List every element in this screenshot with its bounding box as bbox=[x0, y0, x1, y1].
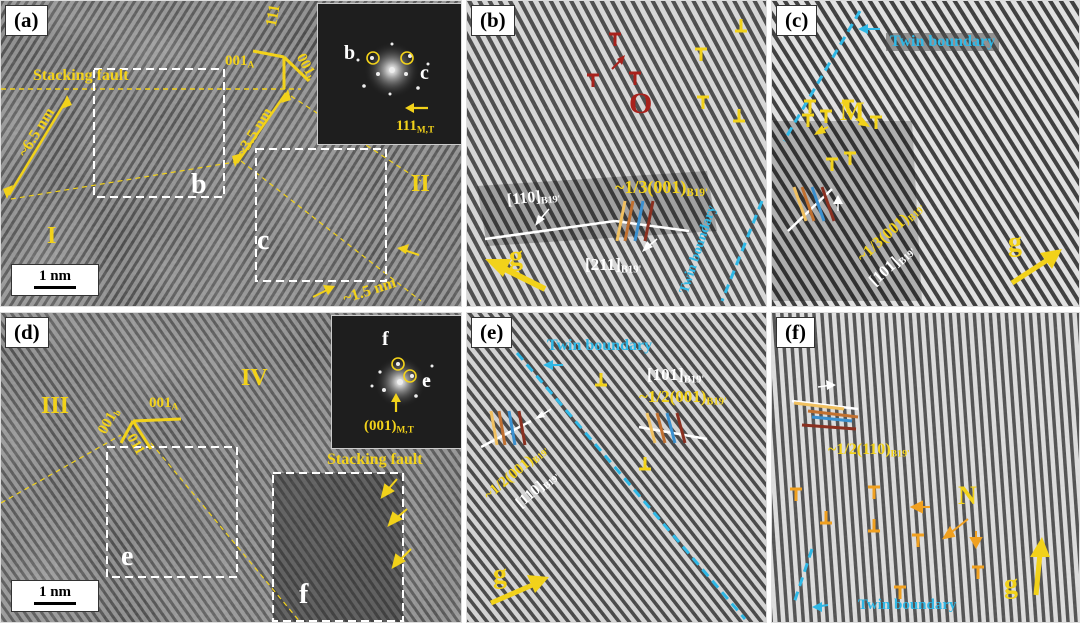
region-n-arrows bbox=[909, 500, 983, 550]
region-4-label: IV bbox=[241, 365, 268, 391]
g-vector-label: g bbox=[509, 241, 523, 272]
scale-bar: 1 nm bbox=[11, 580, 99, 612]
direction-101-label: [101]B19' bbox=[647, 365, 705, 386]
panel-e-image bbox=[467, 313, 766, 622]
stacking-fault-label: Stacking fault bbox=[327, 451, 423, 468]
stacking-fault-arrows bbox=[380, 478, 412, 569]
direction-111-label: 111 bbox=[263, 3, 284, 28]
fft-spot-c-label: c bbox=[420, 62, 429, 84]
fft-spot-f bbox=[391, 357, 405, 371]
stacking-fault-label: Stacking fault bbox=[33, 67, 129, 84]
region-n-label: N bbox=[958, 481, 977, 510]
twin-boundary-line bbox=[515, 352, 747, 620]
panel-c-image bbox=[772, 1, 1079, 306]
region-1-label: I bbox=[47, 223, 57, 249]
panel-label: (d) bbox=[5, 317, 49, 348]
region-o-label: O bbox=[629, 87, 653, 120]
panel-c: (c) Twin boundary M ~1/3(001)B19' [101]B… bbox=[771, 0, 1080, 307]
fft-index-label: (001)M,T bbox=[364, 418, 414, 436]
box-c-outline bbox=[255, 148, 387, 282]
panel-b-image bbox=[467, 1, 766, 306]
twin-boundary-label: Twin boundary bbox=[547, 337, 653, 354]
panel-b: (b) O [110]B19' ~1/3(001)B19' [211]B19' … bbox=[466, 0, 767, 307]
box-f-label: f bbox=[299, 579, 309, 610]
twin-boundary-line bbox=[782, 10, 862, 142]
dislocation-symbols-orange bbox=[790, 485, 984, 599]
panel-a: (a) Stacking fault ~6.5 nm ~3.5 nm ~1.5 … bbox=[0, 0, 462, 307]
box-e-outline bbox=[106, 446, 238, 578]
region-3-label: III bbox=[41, 393, 70, 419]
fft-index-label: 111M,T bbox=[396, 118, 435, 136]
box-c-label: c bbox=[257, 225, 270, 256]
fft-spot-b-label: b bbox=[344, 42, 356, 64]
box-b-label: b bbox=[191, 169, 207, 200]
g-vector-label: g bbox=[1004, 569, 1018, 600]
fft-spot-e-label: e bbox=[422, 370, 431, 392]
dislocation-symbols-yellow bbox=[595, 373, 651, 471]
scale-bar: 1 nm bbox=[11, 264, 99, 296]
g-vector-label: g bbox=[1008, 227, 1022, 258]
burgers-vector-right-label: ~1/2(001)B19' bbox=[639, 387, 727, 408]
burgers-vector-label: ~1/2(110)B19' bbox=[828, 441, 910, 460]
panel-label: (c) bbox=[776, 5, 818, 36]
twin-boundary-line bbox=[792, 548, 814, 604]
fft-spot-b bbox=[366, 51, 380, 65]
g-vector-label: g bbox=[493, 559, 507, 590]
fft-spot-e bbox=[403, 369, 417, 383]
panel-label: (f) bbox=[776, 317, 815, 348]
distance-arrow-35 bbox=[235, 92, 288, 164]
box-e-label: e bbox=[121, 541, 134, 572]
burgers-vector-label: ~1/3(001)B19' bbox=[615, 177, 709, 199]
box-b-outline bbox=[93, 68, 225, 198]
twin-boundary-label: Twin boundary bbox=[886, 33, 1000, 51]
panel-d-image bbox=[1, 313, 461, 622]
panel-label: (b) bbox=[471, 5, 515, 36]
region-2-label: II bbox=[411, 171, 430, 197]
panel-f: (f) ~1/2(110)B19' N Twin boundary g bbox=[771, 312, 1080, 623]
fft-spot-f-label: f bbox=[382, 328, 389, 350]
direction-001a-label: 001A bbox=[225, 53, 255, 71]
panel-label: (a) bbox=[5, 5, 48, 36]
direction-001a-label: 001A bbox=[149, 395, 179, 413]
box-f-outline bbox=[272, 472, 404, 622]
fft-inset: b c 111M,T bbox=[317, 3, 461, 145]
dislocation-symbols-yellow bbox=[695, 19, 747, 123]
region-m-label: M bbox=[840, 97, 865, 126]
twin-boundary-line bbox=[720, 200, 764, 302]
panel-f-image bbox=[772, 313, 1079, 622]
twin-boundary-label: Twin boundary bbox=[858, 597, 957, 613]
fft-inset: f e (001)M,T bbox=[331, 315, 461, 449]
distance-arrow-65 bbox=[7, 98, 69, 196]
fft-spot-c bbox=[400, 51, 414, 65]
direction-211-label: [211]B19' bbox=[585, 255, 642, 276]
dislocation-symbols-red bbox=[587, 32, 641, 87]
dislocation-symbols-yellow bbox=[802, 99, 882, 171]
panel-label: (e) bbox=[471, 317, 513, 348]
panel-e: (e) Twin boundary [101]B19' ~1/2(001)B19… bbox=[466, 312, 767, 623]
panel-d: (d) III IV 001A 001b 011 e f Stacking fa… bbox=[0, 312, 462, 623]
